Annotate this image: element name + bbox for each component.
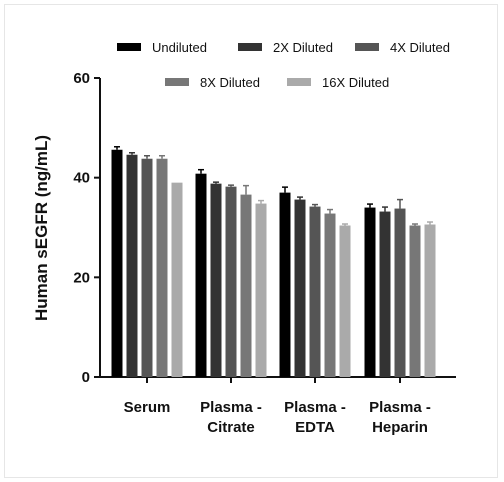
bar: [195, 173, 207, 377]
legend: Undiluted 2X Diluted 4X Diluted 8X Diluted 1…: [117, 40, 450, 90]
bar: [279, 192, 291, 377]
bar: [339, 225, 351, 377]
legend-label: 8X Diluted: [200, 75, 260, 90]
y-tick-label: 60: [73, 70, 90, 87]
legend-label: 2X Diluted: [273, 40, 333, 55]
x-axis: Serum Plasma - Citrate Plasma - EDTA Plasma -…: [99, 376, 456, 436]
bar: [294, 199, 306, 377]
bar: [309, 206, 321, 377]
y-tick-label: 20: [73, 269, 90, 286]
bar: [240, 194, 252, 377]
legend-swatch: [355, 43, 379, 51]
legend-label: 16X Diluted: [322, 75, 389, 90]
bar: [324, 213, 336, 377]
legend-label: Undiluted: [152, 40, 207, 55]
legend-swatch: [238, 43, 262, 51]
bar: [141, 158, 153, 377]
bar: [156, 158, 168, 377]
bar: [379, 211, 391, 377]
bar: [111, 149, 123, 377]
y-tick-label: 40: [73, 170, 90, 187]
bar: [126, 154, 138, 377]
bar: [394, 208, 406, 377]
bar: [255, 203, 267, 377]
legend-swatch: [165, 78, 189, 86]
bar: [364, 207, 376, 377]
legend-swatch: [117, 43, 141, 51]
x-tick-label: Serum: [124, 399, 171, 416]
bar: [210, 183, 222, 377]
legend-label: 4X Diluted: [390, 40, 450, 55]
y-axis-label: Human sEGFR (ng/mL): [32, 135, 51, 321]
y-axis: 0 20 40 60: [73, 70, 101, 386]
x-tick-label: EDTA: [295, 419, 335, 436]
legend-swatch: [287, 78, 311, 86]
bar: [424, 224, 436, 377]
bar: [225, 186, 237, 377]
x-tick-label: Citrate: [207, 419, 255, 436]
bar: [409, 225, 421, 377]
x-tick-label: Plasma -: [200, 399, 262, 416]
y-tick-label: 0: [82, 369, 90, 386]
bars: [111, 146, 436, 377]
x-tick-label: Plasma -: [284, 399, 346, 416]
bar: [171, 182, 183, 377]
x-tick-label: Heparin: [372, 419, 428, 436]
x-tick-label: Plasma -: [369, 399, 431, 416]
